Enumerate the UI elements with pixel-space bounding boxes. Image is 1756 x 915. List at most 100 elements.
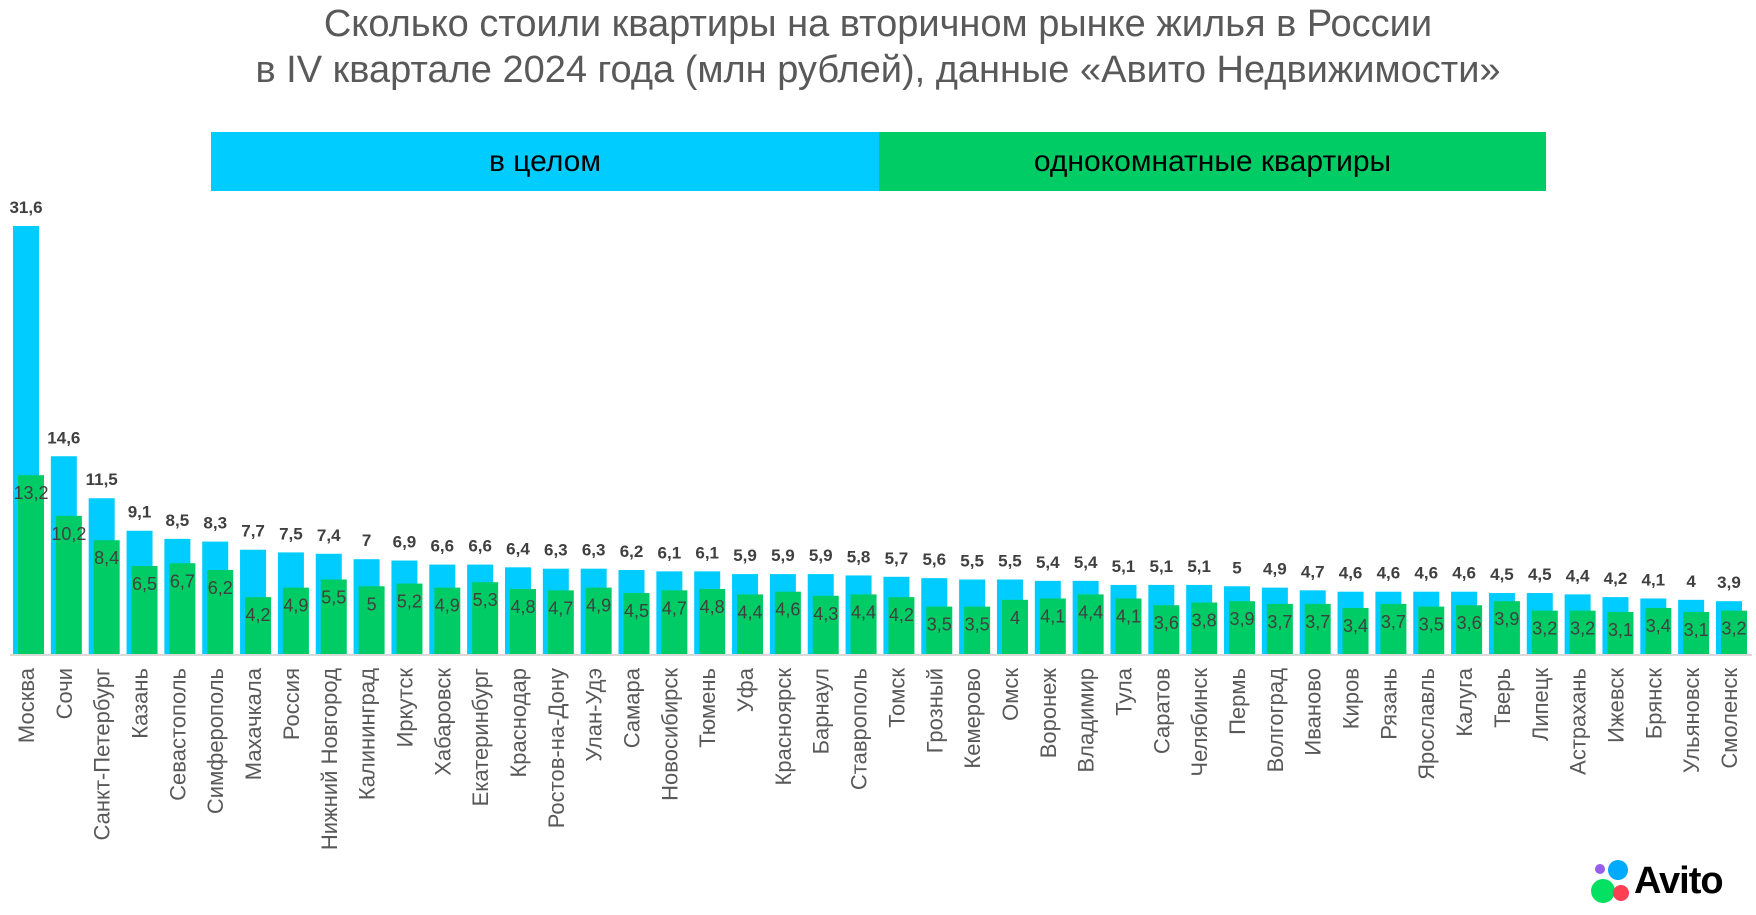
data-label-one-room: 5 — [367, 594, 377, 614]
x-tick-label: Улан-Удэ — [582, 668, 607, 762]
bar-one-room — [1077, 594, 1104, 654]
x-tick-label: Нижний Новгород — [317, 668, 342, 850]
bar-one-room — [18, 475, 44, 654]
x-tick-label: Красноярск — [771, 668, 796, 786]
data-label-overall: 4,7 — [1301, 562, 1325, 581]
data-label-overall: 6,6 — [430, 537, 454, 556]
bar-one-room — [472, 582, 499, 654]
data-label-one-room: 3,5 — [927, 615, 952, 635]
data-label-one-room: 3,8 — [1192, 611, 1217, 631]
data-label-overall: 5,9 — [771, 546, 795, 565]
bar-one-room — [926, 606, 953, 654]
x-tick-label: Пермь — [1225, 668, 1250, 735]
bar-one-room — [964, 606, 991, 654]
data-label-one-room: 4,9 — [435, 596, 460, 616]
x-tick-label: Томск — [884, 668, 909, 728]
bar-one-room — [1153, 605, 1180, 654]
data-label-overall: 4,4 — [1566, 566, 1590, 585]
x-tick-label: Екатеринбург — [468, 668, 493, 806]
x-tick-label: Грозный — [922, 668, 947, 753]
data-label-one-room: 4,5 — [624, 601, 649, 621]
bar-one-room — [1039, 598, 1066, 654]
x-tick-label: Кемерово — [960, 668, 985, 769]
x-tick-label: Тверь — [1490, 668, 1515, 728]
data-label-overall: 4,6 — [1414, 564, 1438, 583]
data-label-overall: 11,5 — [86, 470, 118, 489]
x-tick-label: Хабаровск — [430, 668, 455, 776]
data-label-overall: 31,6 — [9, 198, 42, 217]
bar-one-room — [1531, 610, 1558, 654]
bar-one-room — [699, 588, 726, 654]
bar-one-room — [509, 588, 536, 654]
bar-one-room — [1607, 612, 1634, 654]
legend-item-one-room: однокомнатные квартиры — [879, 132, 1546, 191]
data-label-one-room: 3,5 — [965, 615, 990, 635]
avito-logo: Avito — [1590, 858, 1740, 908]
data-label-one-room: 13,2 — [13, 483, 48, 503]
x-tick-label: Севастополь — [165, 668, 190, 801]
data-label-one-room: 6,5 — [132, 574, 157, 594]
data-label-overall: 4,9 — [1263, 560, 1287, 579]
bar-one-room — [547, 590, 574, 654]
data-label-one-room: 4,4 — [851, 602, 876, 622]
bar-one-room — [1191, 602, 1218, 654]
data-label-overall: 6,1 — [695, 543, 719, 562]
bar-one-room — [1721, 610, 1747, 654]
data-label-one-room: 3,7 — [1305, 612, 1330, 632]
data-label-overall: 7,5 — [279, 524, 303, 543]
bar-one-room — [1115, 598, 1142, 654]
x-tick-label: Санкт-Петербург — [90, 668, 115, 841]
data-label-overall: 7,4 — [317, 526, 341, 545]
data-label-overall: 4,6 — [1452, 564, 1476, 583]
data-label-one-room: 3,2 — [1570, 619, 1595, 639]
data-label-overall: 5 — [1232, 558, 1241, 577]
data-label-overall: 6,6 — [468, 537, 492, 556]
data-label-overall: 4,1 — [1641, 570, 1665, 589]
x-tick-label: Калуга — [1452, 667, 1477, 736]
bar-one-room — [1569, 610, 1596, 654]
x-tick-label: Воронеж — [1036, 668, 1061, 759]
data-label-overall: 9,1 — [128, 503, 152, 522]
data-label-one-room: 6,2 — [208, 578, 233, 598]
x-tick-label: Ставрополь — [847, 668, 872, 790]
data-label-overall: 8,5 — [166, 511, 190, 530]
data-label-one-room: 4,2 — [246, 605, 271, 625]
bar-one-room — [1645, 607, 1672, 654]
data-label-overall: 5,4 — [1074, 553, 1098, 572]
data-label-one-room: 5,3 — [473, 590, 498, 610]
data-label-one-room: 5,5 — [321, 588, 346, 608]
bar-one-room — [1342, 607, 1369, 654]
data-label-overall: 4 — [1686, 572, 1696, 591]
bar-one-room — [245, 597, 272, 654]
data-label-one-room: 3,2 — [1532, 619, 1557, 639]
bar-one-room — [434, 587, 461, 654]
data-label-one-room: 4,8 — [510, 597, 535, 617]
data-label-overall: 3,9 — [1717, 573, 1741, 592]
data-label-one-room: 4,7 — [662, 598, 687, 618]
x-tick-label: Москва — [14, 667, 39, 743]
x-tick-label: Брянск — [1641, 668, 1666, 739]
x-tick-label: Сочи — [52, 668, 77, 719]
data-label-one-room: 4,9 — [283, 596, 308, 616]
x-tick-label: Ижевск — [1603, 668, 1628, 743]
data-label-one-room: 4,1 — [1040, 606, 1065, 626]
bar-one-room — [169, 563, 196, 654]
x-tick-label: Иркутск — [392, 668, 417, 748]
x-tick-label: Иваново — [1301, 668, 1326, 756]
x-tick-label: Липецк — [1528, 668, 1553, 741]
bar-one-room — [131, 565, 158, 654]
x-tick-label: Симферополь — [203, 668, 228, 814]
x-tick-label: Саратов — [1149, 668, 1174, 754]
bar-one-room — [55, 515, 82, 654]
data-label-overall: 6,2 — [620, 542, 644, 561]
bar-one-room — [1304, 603, 1331, 654]
data-label-one-room: 3,1 — [1608, 620, 1633, 640]
data-label-overall: 4,2 — [1604, 569, 1628, 588]
x-tick-label: Ростов-на-Дону — [544, 668, 569, 828]
bar-one-room — [661, 590, 688, 654]
x-tick-label: Омск — [998, 668, 1023, 721]
data-label-overall: 5,5 — [998, 552, 1022, 571]
data-label-overall: 5,4 — [1036, 553, 1060, 572]
legend-label-overall: в целом — [489, 144, 601, 178]
data-label-overall: 4,6 — [1339, 564, 1363, 583]
